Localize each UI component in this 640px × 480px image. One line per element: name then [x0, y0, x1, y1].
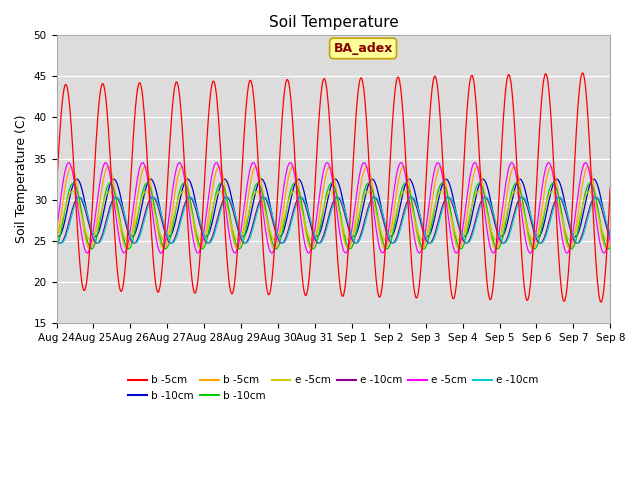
e -5cm — [96, 215, 104, 220]
e -10cm — [607, 236, 614, 241]
Line: b -5cm: b -5cm — [56, 73, 611, 302]
e -10cm — [52, 236, 60, 241]
b -5cm — [309, 244, 317, 250]
b -10cm — [590, 176, 598, 182]
e -10cm — [591, 194, 599, 200]
e -5cm — [300, 232, 307, 238]
b -5cm — [579, 70, 586, 76]
e -5cm — [309, 238, 317, 243]
e -5cm — [607, 236, 614, 241]
Line: e -10cm: e -10cm — [56, 197, 611, 243]
e -10cm — [300, 197, 307, 203]
e -10cm — [593, 194, 600, 200]
b -10cm — [96, 226, 104, 231]
b -5cm — [597, 299, 605, 305]
b -5cm — [309, 221, 317, 227]
b -5cm — [368, 209, 376, 215]
e -10cm — [288, 214, 296, 219]
Legend: b -5cm, b -10cm, b -5cm, b -10cm, e -5cm, e -10cm, e -5cm, e -10cm: b -5cm, b -10cm, b -5cm, b -10cm, e -5cm… — [124, 371, 543, 405]
e -5cm — [368, 195, 376, 201]
e -10cm — [56, 240, 64, 246]
b -5cm — [118, 288, 125, 293]
e -5cm — [52, 236, 60, 241]
Text: BA_adex: BA_adex — [333, 42, 393, 55]
b -10cm — [309, 246, 317, 252]
e -10cm — [58, 240, 65, 246]
e -5cm — [368, 195, 376, 201]
b -10cm — [368, 186, 376, 192]
e -5cm — [68, 189, 76, 194]
e -5cm — [309, 237, 317, 243]
e -10cm — [300, 195, 307, 201]
b -5cm — [300, 214, 307, 219]
e -5cm — [300, 214, 307, 220]
b -10cm — [607, 244, 614, 250]
b -10cm — [118, 202, 126, 207]
Line: b -10cm: b -10cm — [56, 179, 611, 237]
Line: b -5cm: b -5cm — [56, 167, 611, 249]
e -10cm — [118, 204, 126, 210]
b -10cm — [309, 228, 317, 234]
e -10cm — [309, 231, 317, 237]
e -5cm — [288, 190, 296, 196]
b -10cm — [605, 246, 612, 252]
e -10cm — [368, 195, 376, 201]
b -10cm — [607, 232, 614, 238]
e -5cm — [118, 228, 126, 234]
e -5cm — [288, 161, 296, 167]
b -10cm — [288, 184, 296, 190]
e -5cm — [52, 227, 60, 232]
e -10cm — [368, 197, 376, 203]
b -5cm — [52, 184, 60, 190]
b -5cm — [287, 103, 295, 109]
e -5cm — [607, 227, 614, 232]
b -10cm — [52, 232, 60, 238]
b -10cm — [300, 186, 307, 192]
b -5cm — [96, 200, 104, 205]
b -10cm — [368, 176, 376, 182]
e -5cm — [600, 250, 608, 256]
b -10cm — [118, 229, 126, 235]
Y-axis label: Soil Temperature (C): Soil Temperature (C) — [15, 115, 28, 243]
b -10cm — [288, 192, 296, 198]
b -5cm — [607, 184, 614, 190]
b -5cm — [118, 235, 126, 241]
b -5cm — [368, 180, 376, 186]
e -10cm — [96, 238, 104, 244]
e -10cm — [309, 228, 317, 233]
e -10cm — [52, 233, 60, 239]
b -5cm — [95, 96, 103, 102]
b -5cm — [52, 238, 60, 244]
e -5cm — [96, 180, 104, 186]
b -5cm — [299, 281, 307, 287]
e -10cm — [288, 218, 296, 224]
e -5cm — [118, 248, 126, 254]
e -5cm — [65, 160, 72, 166]
b -5cm — [607, 238, 614, 244]
b -5cm — [603, 246, 611, 252]
Line: e -5cm: e -5cm — [56, 192, 611, 240]
Line: e -10cm: e -10cm — [56, 197, 611, 243]
b -10cm — [300, 210, 307, 216]
Line: b -10cm: b -10cm — [56, 183, 611, 249]
Line: e -5cm: e -5cm — [56, 163, 611, 253]
b -5cm — [67, 164, 75, 169]
e -5cm — [604, 238, 611, 243]
b -5cm — [288, 165, 296, 170]
e -10cm — [96, 240, 104, 245]
b -10cm — [69, 180, 77, 186]
e -10cm — [607, 233, 614, 239]
e -10cm — [118, 208, 126, 214]
b -10cm — [96, 219, 104, 225]
b -10cm — [52, 244, 60, 250]
Title: Soil Temperature: Soil Temperature — [269, 15, 398, 30]
b -10cm — [54, 234, 62, 240]
